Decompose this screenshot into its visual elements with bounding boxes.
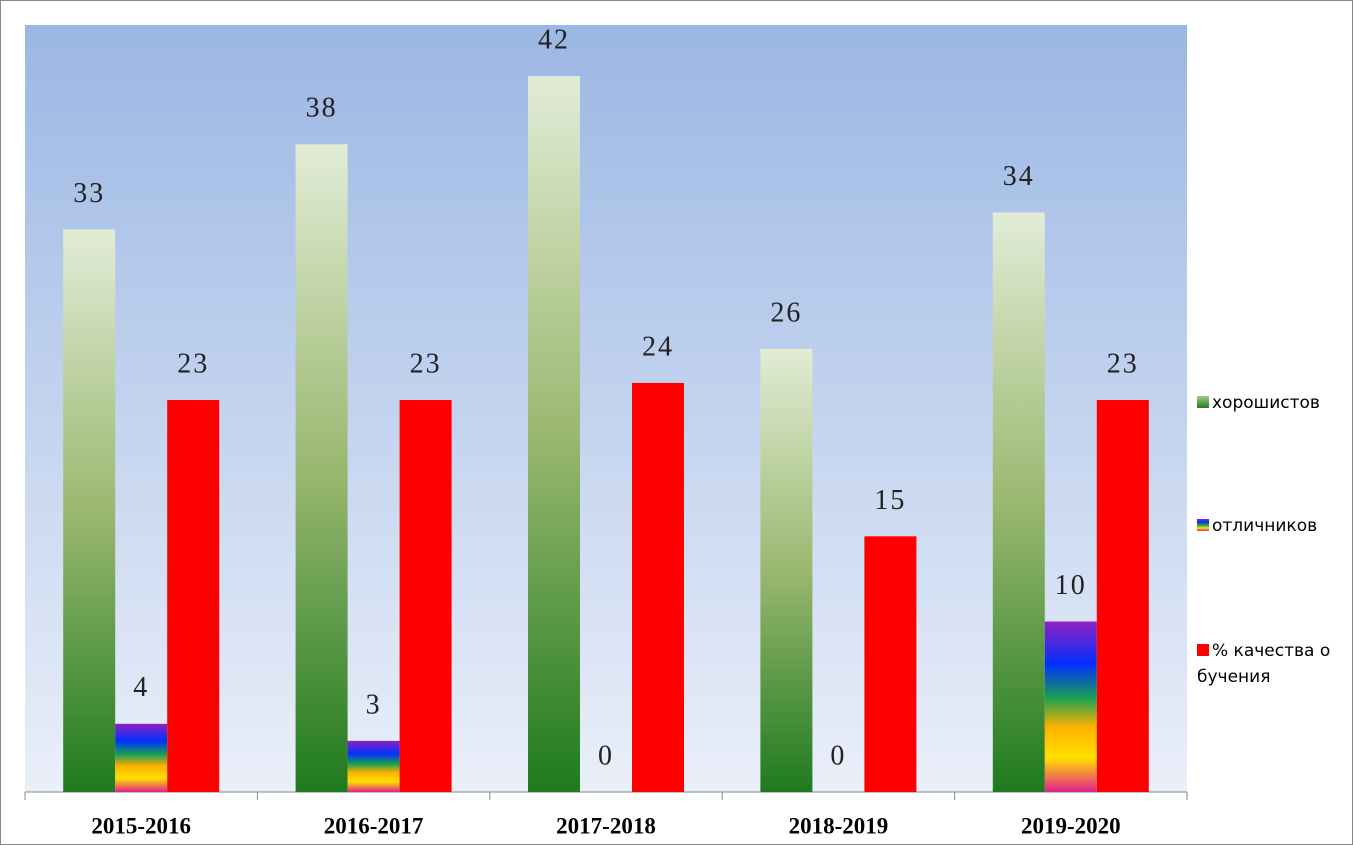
bar [1096,399,1149,792]
data-label: 3 [366,689,382,720]
legend-swatch [1197,519,1209,531]
x-tick-label: 2018-2019 [789,813,889,838]
data-label: 23 [1107,348,1139,379]
bar [864,536,917,792]
bar [295,144,348,793]
legend-item: отличников [1197,513,1337,539]
data-label: 10 [1055,570,1087,601]
bar [992,212,1045,792]
x-tick-label: 2019-2020 [1021,813,1121,838]
bar [399,399,452,792]
bar [1044,621,1097,792]
legend-label: % качества обучения [1197,641,1331,687]
legend-label: хорошистов [1212,393,1320,413]
data-label: 26 [770,297,802,328]
bar [167,399,220,792]
bar [632,382,684,792]
legend-label: отличников [1212,516,1318,536]
legend-item: % качества обучения [1197,638,1337,690]
x-tick-label: 2017-2018 [556,813,656,838]
x-tick-label: 2016-2017 [324,813,424,838]
data-label: 24 [642,331,674,362]
legend-item: хорошистов [1197,390,1337,416]
bar [115,723,168,792]
data-label: 0 [830,740,846,771]
legend-swatch [1197,644,1209,656]
data-label: 42 [538,25,570,56]
data-label: 23 [177,348,209,379]
bar [347,740,400,792]
data-label: 38 [306,93,338,124]
bar [63,229,116,793]
data-label: 23 [410,348,442,379]
data-label: 0 [598,740,614,771]
bar [760,348,813,792]
bar [528,76,580,793]
data-label: 4 [133,672,149,703]
data-label: 33 [73,178,105,209]
data-label: 34 [1003,161,1035,192]
x-tick-label: 2015-2016 [91,813,191,838]
legend-swatch [1197,396,1209,408]
data-label: 15 [874,485,906,516]
